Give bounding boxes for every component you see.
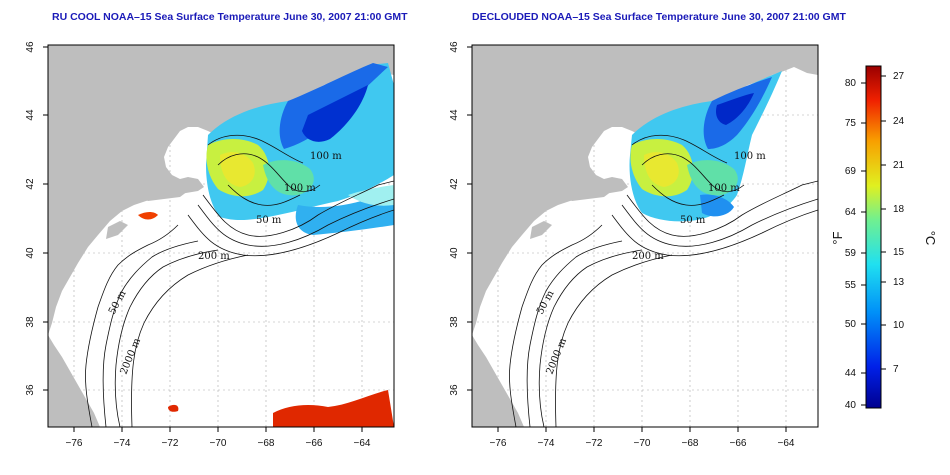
contour-label-100m-a: 100 m: [310, 151, 342, 162]
lon-ticks-left: −76 −74 −72 −70 −68 −66 −64: [66, 438, 371, 449]
map-title-left: RU COOL NOAA–15 Sea Surface Temperature …: [52, 11, 408, 23]
map-panel-right: 100 m 100 m 50 m 200 m 50 m 2000 m: [471, 44, 819, 428]
lat-tick: 38: [449, 316, 460, 328]
lon-tick: −72: [162, 438, 179, 449]
lat-tick: 40: [25, 247, 36, 259]
map-frame-left: [47, 44, 395, 428]
lon-tick: −70: [210, 438, 227, 449]
lon-tick: −76: [490, 438, 507, 449]
lat-tick: 42: [25, 178, 36, 190]
lat-tick: 36: [25, 384, 36, 396]
sst-field-left: [138, 63, 394, 427]
lat-ticks-right: 46 44 42 40 38 36: [449, 41, 460, 396]
lon-tick: −74: [538, 438, 555, 449]
colorbar-f-tick: 80: [845, 78, 857, 89]
lon-tick: −70: [634, 438, 651, 449]
contour-label-200m: 200 m: [198, 251, 230, 262]
colorbar-f-tick: 40: [845, 400, 857, 411]
colorbar-c-tick: 10: [893, 320, 905, 331]
lat-tick: 36: [449, 384, 460, 396]
colorbar-f-tick: 69: [845, 166, 857, 177]
colorbar-c-tick: 24: [893, 116, 905, 127]
lon-ticks-right: −76 −74 −72 −70 −68 −66 −64: [490, 438, 795, 449]
ticks-right: [467, 46, 787, 432]
lon-tick: −66: [730, 438, 747, 449]
lat-tick: 38: [25, 316, 36, 328]
contour-label-50m-a: 50 m: [256, 215, 282, 226]
lon-tick: −64: [354, 438, 371, 449]
lat-tick: 46: [449, 41, 460, 53]
sst-field-right: [629, 71, 782, 222]
map-title-right: DECLOUDED NOAA–15 Sea Surface Temperatur…: [472, 11, 846, 23]
contour-label-200m: 200 m: [632, 251, 664, 262]
colorbar-c-tick: 21: [893, 160, 905, 171]
colorbar-c-tick: 7: [893, 364, 899, 375]
map-panel-left: 100 m 100 m 50 m 200 m 50 m 2000 m: [47, 44, 395, 428]
lon-tick: −74: [114, 438, 131, 449]
lon-tick: −64: [778, 438, 795, 449]
colorbar-c-tick: 18: [893, 204, 905, 215]
lat-tick: 44: [449, 109, 460, 121]
lat-tick: 42: [449, 178, 460, 190]
colorbar-f-tick: 44: [845, 368, 857, 379]
lon-tick: −76: [66, 438, 83, 449]
map-frame-right: [471, 44, 819, 428]
colorbar-f-tick: 59: [845, 248, 857, 259]
lon-tick: −66: [306, 438, 323, 449]
contour-label-100m-b: 100 m: [284, 183, 316, 194]
lon-tick: −68: [682, 438, 699, 449]
lat-ticks-left: 46 44 42 40 38 36: [25, 41, 36, 396]
contour-label-100m-b: 100 m: [708, 183, 740, 194]
colorbar: 80 75 69 64 59 55 50 44 40 27 24 21 18 1…: [830, 65, 938, 411]
colorbar-celsius-label: °C: [923, 231, 938, 246]
colorbar-f-tick: 64: [845, 207, 857, 218]
lat-tick: 46: [25, 41, 36, 53]
colorbar-c-tick: 13: [893, 277, 905, 288]
ticks-left: [43, 46, 363, 432]
colorbar-f-tick: 75: [845, 118, 857, 129]
lon-tick: −68: [258, 438, 275, 449]
lon-tick: −72: [586, 438, 603, 449]
colorbar-f-tick: 50: [845, 319, 857, 330]
colorbar-fahrenheit-label: °F: [830, 231, 845, 244]
colorbar-gradient: [865, 65, 882, 409]
lat-tick: 40: [449, 247, 460, 259]
colorbar-c-tick: 27: [893, 71, 905, 82]
colorbar-c-tick: 15: [893, 247, 905, 258]
colorbar-f-tick: 55: [845, 280, 857, 291]
lat-tick: 44: [25, 109, 36, 121]
contour-label-100m-a: 100 m: [734, 151, 766, 162]
contour-label-50m-a: 50 m: [680, 215, 706, 226]
